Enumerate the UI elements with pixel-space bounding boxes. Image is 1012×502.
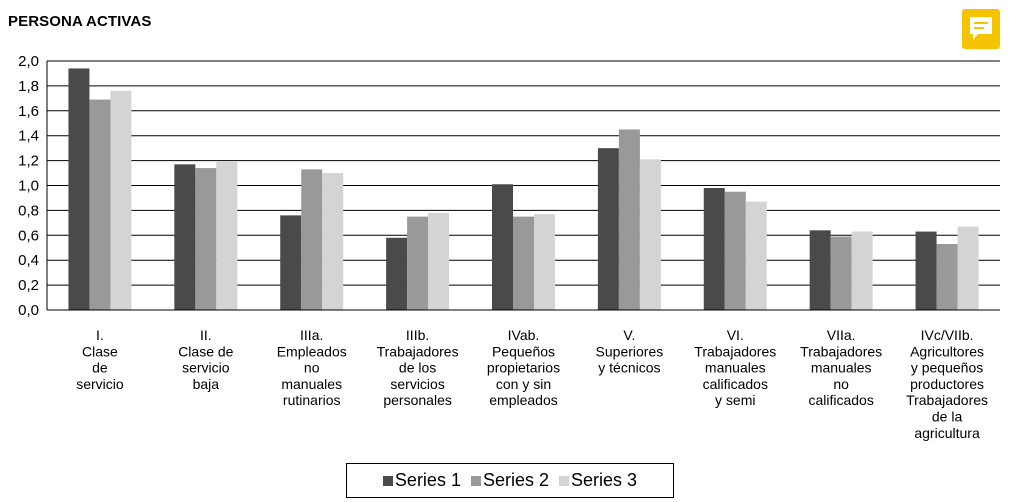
bar-series-3 [639,159,661,310]
legend-item-series-3: Series 3 [559,470,637,491]
bar-series-2 [618,129,640,310]
y-tick-label: 0,2 [18,277,39,294]
y-tick-label: 0,6 [18,227,39,244]
bar-series-2 [89,99,111,310]
y-tick-label: 1,0 [18,178,39,195]
bar-series-2 [195,168,217,310]
x-category-label: VIIa. Trabajadores manuales no calificados [800,327,882,408]
legend-swatch-series-1 [382,475,393,486]
bar-series-1 [492,184,513,310]
legend-item-series-2: Series 2 [470,470,550,491]
x-category-label: IVab. Pequeños propietarios con y sin emplea… [487,327,560,408]
legend-label-series-3: Series 3 [571,470,638,490]
y-tick-label: 0,0 [18,302,39,319]
bar-series-2 [407,216,429,310]
legend: Series 1 Series 2 Series 3 [346,463,674,498]
x-category-label: VI. Trabajadores manuales calificados y semi [694,327,776,408]
x-category-label: I. Clase de servicio [76,327,124,392]
bar-series-1 [386,237,408,310]
bar-series-3 [428,212,450,310]
bar-series-3 [745,201,767,310]
y-tick-label: 1,6 [18,103,39,120]
bar-series-2 [936,244,958,310]
bar-series-2 [513,216,534,310]
y-tick-label: 0,8 [18,202,39,219]
y-tick-label: 1,4 [18,128,39,145]
legend-swatch-series-3 [559,475,570,486]
legend-label-series-2: Series 2 [482,470,550,490]
bar-series-1 [597,148,619,310]
bar-series-1 [280,215,302,310]
x-category-label: IIIb. Trabajadores de los servicios personal… [377,327,459,408]
bar-series-2 [301,169,323,310]
bar-series-1 [68,68,90,310]
bar-series-3 [216,161,238,310]
bar-series-1 [809,230,831,310]
x-category-label: IVc/VIIb. Agricultores y pequeños productor… [906,327,988,441]
bar-chart: 0,0 0,2 0,4 0,6 0,8 1,0 1,2 1,4 1,6 1,8 2,0 I. Clase… [18,53,1000,441]
bar-series-2 [724,191,746,310]
x-category-label: II. Clase de servicio baja [178,327,233,392]
bar-series-3 [534,214,555,310]
y-tick-label: 0,4 [18,252,39,269]
bar-series-3 [851,231,873,310]
legend-swatch-series-2 [470,475,481,486]
x-category-label: V. Superiores y técnicos [596,327,664,376]
comment-icon [970,17,992,40]
comment-button[interactable] [962,9,1000,49]
chart-title: PERSONA ACTIVAS [8,13,152,30]
bar-series-3 [322,173,344,310]
bar-series-3 [957,226,979,310]
legend-item-series-1: Series 1 [382,470,461,491]
x-category-label: IIIa. Empleados no manuales rutinarios [277,327,347,408]
bar-series-1 [703,187,725,310]
y-tick-label: 1,8 [18,78,39,95]
y-tick-label: 1,2 [18,153,39,170]
bar-series-2 [830,236,852,310]
bar-series-3 [110,90,132,310]
bar-series-1 [174,164,196,310]
y-tick-label: 2,0 [18,53,39,70]
legend-label-series-1: Series 1 [394,470,461,490]
bar-series-1 [915,231,937,310]
